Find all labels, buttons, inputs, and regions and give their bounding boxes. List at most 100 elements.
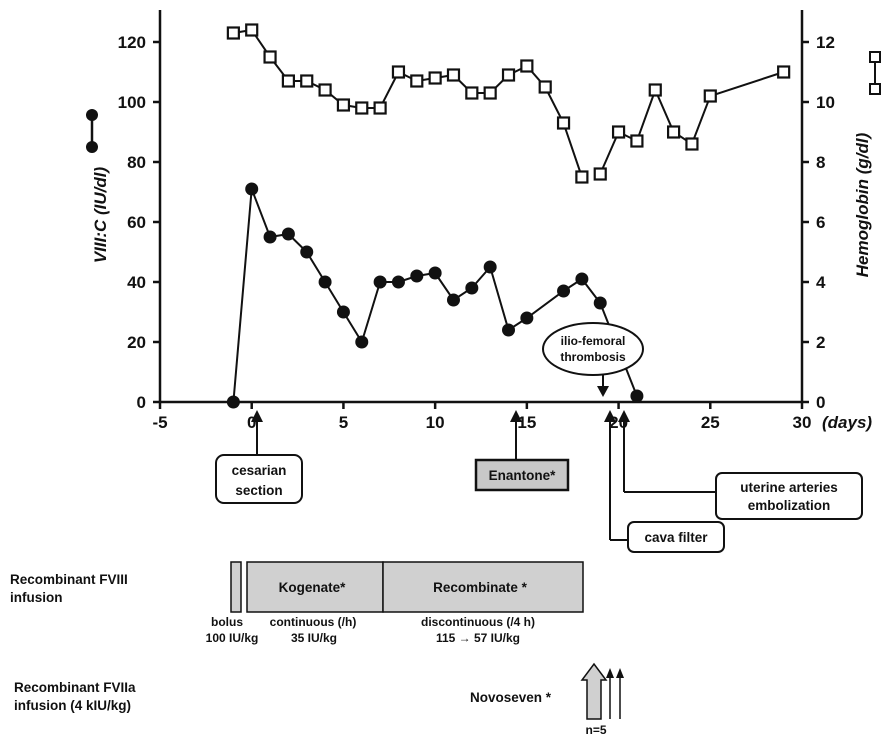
- hemoglobin-point: [446, 68, 461, 82]
- x-tick-label: 5: [339, 413, 348, 432]
- hemoglobin-point: [520, 59, 534, 73]
- novoseven-count: n=5: [585, 723, 606, 736]
- novoseven-dose-arrow: [580, 662, 608, 720]
- x-ticks: -5 0 5 10 15 20 25 30: [152, 402, 811, 432]
- hemoglobin-point: [263, 50, 277, 64]
- fviii-label-2: infusion: [10, 590, 63, 605]
- hemoglobin-point: [593, 167, 607, 181]
- x-tick-label: 0: [247, 413, 256, 432]
- fviii-section: Recombinant FVIII infusion Kogenate* Rec…: [10, 561, 584, 645]
- fviia-section: Recombinant FVIIa infusion (4 kIU/kg) No…: [14, 662, 624, 736]
- cava-filter-label: cava filter: [644, 530, 708, 545]
- cava-filter-annotation: cava filter: [604, 410, 725, 553]
- cesarian-annotation: cesarian section: [215, 410, 303, 504]
- hemoglobin-point: [611, 125, 626, 139]
- hemoglobin-point: [703, 89, 717, 103]
- viii-point: [557, 284, 571, 298]
- cesarian-label-1: cesarian: [232, 463, 287, 478]
- recombinate-bar: [382, 561, 584, 613]
- hemoglobin-point: [777, 65, 791, 79]
- viii-point: [373, 275, 387, 289]
- viii-point: [520, 311, 534, 325]
- continuous-label: continuous (/h): [270, 615, 357, 629]
- viii-point: [446, 293, 460, 307]
- hemoglobin-point: [538, 80, 552, 94]
- thrombosis-label-1: ilio-femoral: [561, 334, 626, 348]
- hemoglobin-point: [685, 137, 699, 151]
- right-tick-label: 10: [816, 93, 835, 112]
- viii-point: [245, 182, 259, 196]
- right-ticks: 0 2 4 6 8 10 12: [802, 33, 835, 412]
- hemoglobin-series: [226, 23, 791, 184]
- x-tick-label: 30: [793, 413, 812, 432]
- uterine-annotation: uterine arteries embolization: [618, 410, 863, 520]
- uterine-label-1: uterine arteries: [740, 480, 838, 495]
- viii-point: [630, 389, 644, 403]
- hemoglobin-point: [648, 83, 662, 97]
- viii-point: [593, 296, 607, 310]
- left-tick-label: 100: [118, 93, 146, 112]
- left-tick-label: 60: [127, 213, 146, 232]
- viii-point: [300, 245, 314, 259]
- novoseven-label: Novoseven *: [470, 690, 552, 705]
- discontinuous-dose: 115 → 57 IU/kg: [436, 631, 520, 645]
- bolus-label: bolus: [211, 615, 243, 629]
- x-axis-label: (days): [822, 413, 872, 432]
- recombinate-label: Recombinate *: [433, 580, 528, 595]
- viii-point: [281, 227, 295, 241]
- left-tick-label: 120: [118, 33, 146, 52]
- thrombosis-annotation: ilio-femoral thrombosis: [542, 322, 644, 397]
- viii-point: [226, 395, 240, 409]
- hemoglobin-point: [410, 74, 424, 88]
- x-tick-label: -5: [152, 413, 167, 432]
- discontinuous-label: discontinuous (/4 h): [421, 615, 535, 629]
- viii-point: [483, 260, 497, 274]
- hemoglobin-point: [281, 74, 295, 88]
- viii-series: [226, 182, 644, 409]
- right-axis-label: Hemoglobin (g/dl): [853, 132, 872, 277]
- right-tick-label: 0: [816, 393, 825, 412]
- left-tick-label: 20: [127, 333, 146, 352]
- left-ticks: 0 20 40 60 80 100 120: [118, 33, 160, 412]
- viii-point: [391, 275, 405, 289]
- right-tick-label: 2: [816, 333, 825, 352]
- hemoglobin-point: [556, 116, 571, 130]
- series-line: [232, 188, 583, 403]
- kogenate-bar: [246, 561, 384, 613]
- hemoglobin-point: [318, 83, 332, 97]
- kogenate-label: Kogenate*: [279, 580, 347, 595]
- legend-viii-marker: [86, 109, 98, 153]
- continuous-dose: 35 IU/kg: [291, 631, 337, 645]
- viii-point: [263, 230, 277, 244]
- hemoglobin-point: [428, 71, 442, 85]
- hemoglobin-point: [245, 23, 259, 37]
- series-line: [599, 71, 785, 175]
- hemoglobin-point: [575, 170, 589, 184]
- x-tick-label: 15: [517, 413, 536, 432]
- right-tick-label: 8: [816, 153, 825, 172]
- fviii-label-1: Recombinant FVIII: [10, 572, 128, 587]
- hemoglobin-point: [336, 98, 351, 112]
- hemoglobin-point: [391, 65, 406, 79]
- series-line: [233, 28, 583, 178]
- hemoglobin-point: [483, 86, 497, 100]
- legend-hemoglobin-marker: [869, 51, 881, 95]
- viii-point: [428, 266, 442, 280]
- hemoglobin-point: [630, 134, 644, 148]
- hemoglobin-point: [355, 101, 369, 115]
- hemoglobin-point: [465, 86, 479, 100]
- bolus-dose: 100 IU/kg: [206, 631, 259, 645]
- viii-point: [575, 272, 589, 286]
- enantone-label: Enantone*: [489, 468, 557, 483]
- hemoglobin-point: [226, 26, 240, 40]
- right-tick-label: 12: [816, 33, 835, 52]
- viii-point: [336, 305, 350, 319]
- left-axis-label: VIII:C (IU/dl): [91, 167, 110, 264]
- left-tick-label: 0: [137, 393, 146, 412]
- right-tick-label: 6: [816, 213, 825, 232]
- thrombosis-label-2: thrombosis: [560, 350, 626, 364]
- viii-point: [465, 281, 479, 295]
- hemoglobin-point: [666, 125, 681, 139]
- fviia-label-2: infusion (4 kIU/kg): [14, 698, 131, 713]
